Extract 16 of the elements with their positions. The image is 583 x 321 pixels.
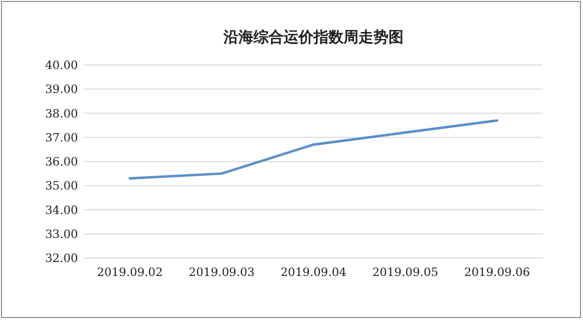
x-tick-label: 2019.09.05 (372, 265, 438, 279)
y-tick-label: 38.00 (45, 106, 78, 120)
y-tick-label: 39.00 (45, 82, 78, 96)
line-series (128, 119, 498, 180)
y-tick-label: 37.00 (45, 130, 78, 144)
y-tick-label: 34.00 (45, 202, 78, 217)
x-tick-label: 2019.09.02 (96, 265, 163, 279)
y-tick-label: 40.00 (45, 58, 78, 72)
x-tick-label: 2019.09.06 (464, 265, 530, 279)
chart-title: 沿海综合运价指数周走势图 (222, 28, 404, 46)
y-tick-label: 32.00 (45, 251, 78, 265)
y-tick-label: 33.00 (45, 226, 78, 241)
y-tick-label: 36.00 (45, 154, 78, 168)
x-tick-label: 2019.09.03 (188, 265, 255, 279)
y-tick-label: 35.00 (45, 178, 78, 193)
x-tick-label: 2019.09.04 (280, 265, 346, 279)
